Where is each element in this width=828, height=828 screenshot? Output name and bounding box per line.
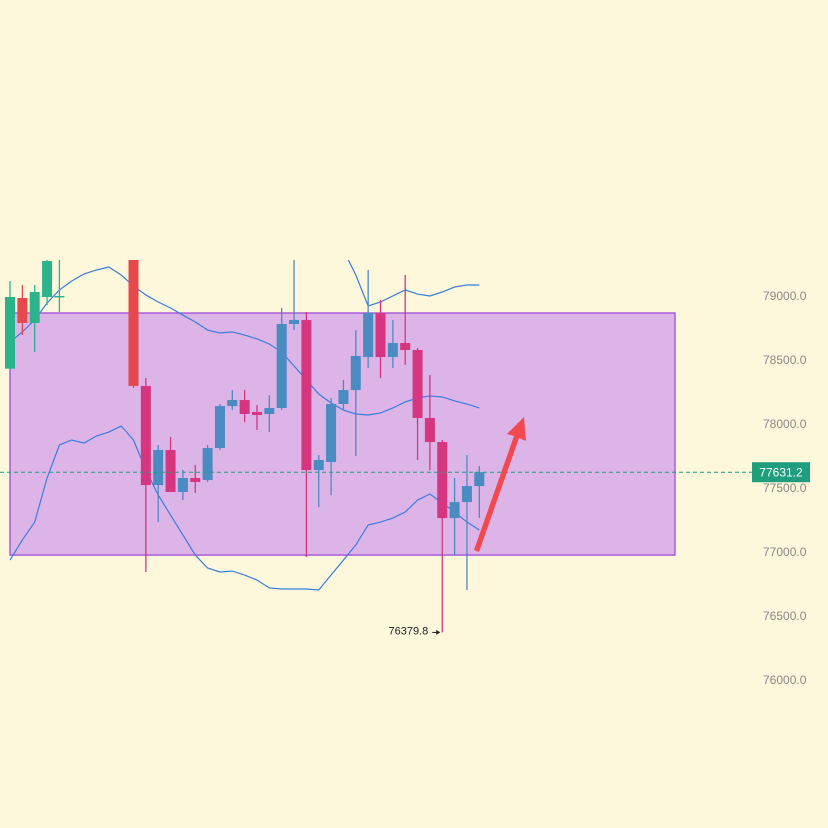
y-tick-label: 78500.0 <box>763 353 807 367</box>
candle-body <box>326 404 337 463</box>
price-label: 77631.2 <box>759 465 803 479</box>
y-tick-label: 77000.0 <box>763 545 807 559</box>
candle-body <box>202 448 213 481</box>
candle-body <box>375 312 386 358</box>
price-label-box <box>752 462 810 483</box>
candle-body <box>177 478 188 492</box>
band-line <box>9 266 480 416</box>
candle-body <box>214 406 225 449</box>
low-annotation: 76379.8 <box>388 625 428 637</box>
candle-body <box>276 324 287 408</box>
candle-body <box>424 417 435 443</box>
candle-body <box>227 400 238 407</box>
y-tick-label: 78000.0 <box>763 417 807 431</box>
candle-body <box>363 312 374 358</box>
candle-body <box>437 442 448 519</box>
candle-body <box>5 296 15 369</box>
candle-body <box>338 390 349 405</box>
y-tick-label: 77500.0 <box>763 481 807 495</box>
band-line <box>9 425 480 591</box>
plot-area <box>5 260 676 633</box>
candle-body <box>474 472 485 487</box>
candle-body <box>128 260 139 386</box>
trend-arrow <box>474 417 526 552</box>
candle-body <box>29 292 40 323</box>
low-arrow-head <box>436 629 441 635</box>
y-tick-label: 79000.0 <box>763 289 807 303</box>
range-box <box>9 312 676 556</box>
y-tick-label: 76500.0 <box>763 609 807 623</box>
price-axis: 76000.0 76500.0 77000.0 77500.0 78000.0 78500… <box>763 289 807 687</box>
band-line <box>347 260 480 307</box>
candle-body <box>449 502 460 519</box>
candle-body <box>42 261 53 297</box>
candle-body <box>289 320 300 325</box>
candle-body <box>412 349 423 418</box>
candle-body <box>264 407 275 415</box>
candle-body <box>239 400 250 415</box>
candle-body <box>400 342 411 350</box>
candle-body <box>313 459 324 471</box>
candle-body <box>165 449 176 492</box>
y-tick-label: 76000.0 <box>763 673 807 687</box>
candle-body <box>350 356 361 391</box>
candle-body <box>387 342 398 358</box>
candle-body <box>252 411 262 416</box>
candle-body <box>301 320 312 471</box>
candle-body <box>54 295 65 298</box>
candle-body <box>140 385 151 486</box>
candle-body <box>17 298 28 323</box>
candle-body <box>461 486 472 503</box>
candle-body <box>153 449 164 486</box>
candle-body <box>190 478 201 482</box>
